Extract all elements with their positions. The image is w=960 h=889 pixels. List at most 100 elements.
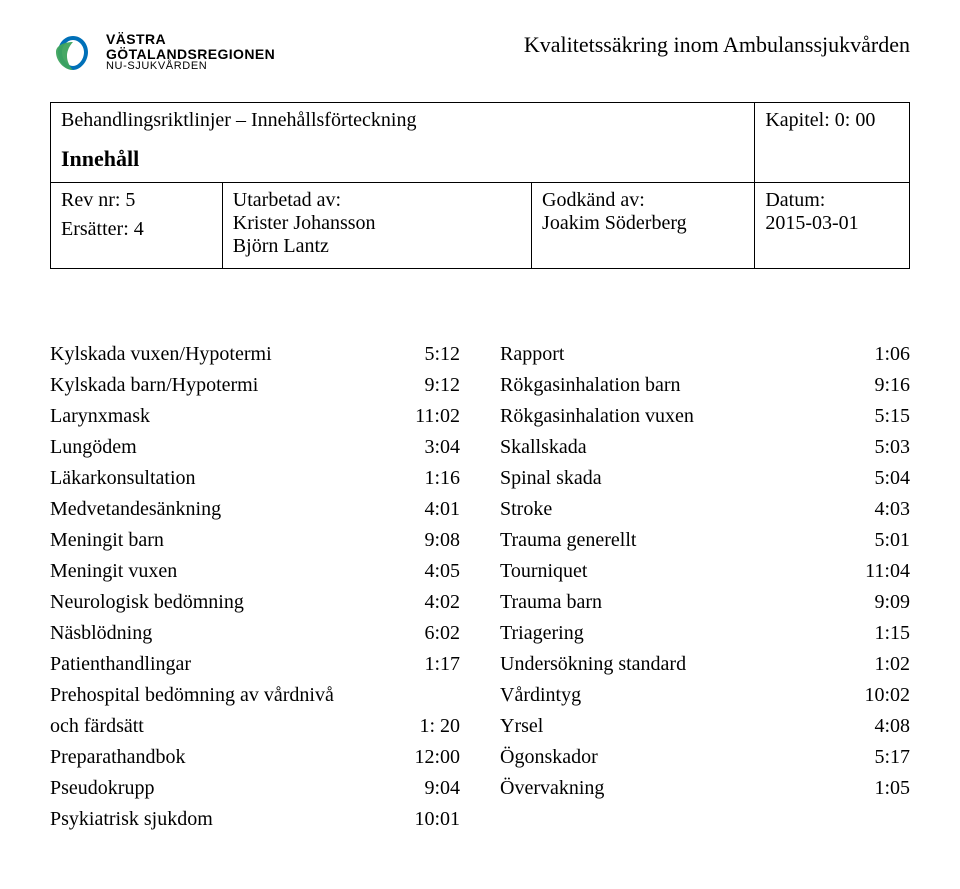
toc-entry-label: Meningit barn <box>50 525 164 556</box>
toc-entry-value: 1:15 <box>874 618 910 649</box>
toc-entry-label: och färdsätt <box>50 711 144 742</box>
toc-entry-value: 10:02 <box>864 680 910 711</box>
header-top: VÄSTRA GÖTALANDSREGIONEN NU-SJUKVÅRDEN K… <box>50 30 910 76</box>
toc-entry-multiline: Prehospital bedömning av vårdnivåoch fär… <box>50 680 460 742</box>
toc-entry-value: 5:12 <box>424 339 460 370</box>
page-title: Kvalitetssäkring inom Ambulanssjukvården <box>524 30 910 58</box>
toc-entry-label: Yrsel <box>500 711 543 742</box>
toc-entry-label: Ögonskador <box>500 742 598 773</box>
toc-entry-label: Skallskada <box>500 432 587 463</box>
date-value: 2015-03-01 <box>765 212 899 235</box>
toc-entry: Neurologisk bedömning 4:02 <box>50 587 460 618</box>
toc-entry-value: 9:16 <box>874 370 910 401</box>
meta-row-1: Behandlingsriktlinjer – Innehållsförteck… <box>51 103 910 183</box>
toc-entry-label: Neurologisk bedömning <box>50 587 244 618</box>
toc-entry: Lungödem3:04 <box>50 432 460 463</box>
toc-entry-label: Medvetandesänkning <box>50 494 221 525</box>
toc-entry-value: 1:17 <box>424 649 460 680</box>
toc-entry-label: Rapport <box>500 339 564 370</box>
toc-entry: Patienthandlingar1:17 <box>50 649 460 680</box>
toc-entry-label: Rökgasinhalation barn <box>500 370 681 401</box>
logo-text-block: VÄSTRA GÖTALANDSREGIONEN NU-SJUKVÅRDEN <box>106 30 275 73</box>
region-logo-icon <box>50 30 96 76</box>
toc-entry-label: Rökgasinhalation vuxen <box>500 401 694 432</box>
toc-entry: Triagering 1:15 <box>500 618 910 649</box>
logo-text-line3: NU-SJUKVÅRDEN <box>106 61 275 73</box>
author-1: Krister Johansson <box>233 212 521 235</box>
toc-entry: Meningit barn 9:08 <box>50 525 460 556</box>
meta-date-cell: Datum: 2015-03-01 <box>755 183 910 269</box>
toc-entry-label: Kylskada vuxen/Hypotermi <box>50 339 272 370</box>
toc-entry-label: Triagering <box>500 618 584 649</box>
meta-title-cell: Behandlingsriktlinjer – Innehållsförteck… <box>51 103 755 183</box>
toc-entry: Trauma generellt5:01 <box>500 525 910 556</box>
toc-entry-value: 4:01 <box>424 494 460 525</box>
toc-entry-label: Kylskada barn/Hypotermi <box>50 370 258 401</box>
toc-entry: Yrsel 4:08 <box>500 711 910 742</box>
toc-entry-label: Näsblödning <box>50 618 152 649</box>
chapter-label: Kapitel: 0: 00 <box>765 109 875 131</box>
logo-text-line1: VÄSTRA <box>106 32 275 47</box>
toc-entry-label: Övervakning <box>500 773 604 804</box>
toc-entry: Medvetandesänkning 4:01 <box>50 494 460 525</box>
toc-entry: Övervakning 1:05 <box>500 773 910 804</box>
toc-entry-label: Meningit vuxen <box>50 556 177 587</box>
date-label: Datum: <box>765 189 899 212</box>
toc-entry: Meningit vuxen4:05 <box>50 556 460 587</box>
right-column: Rapport1:06Rökgasinhalation barn9:16Rökg… <box>500 339 910 835</box>
toc-entry: Rökgasinhalation barn 9:16 <box>500 370 910 401</box>
replaces-label: Ersätter: 4 <box>61 218 212 241</box>
meta-table: Behandlingsriktlinjer – Innehållsförteck… <box>50 102 910 269</box>
toc-entry-value: 4:08 <box>874 711 910 742</box>
toc-entry-label: Trauma barn <box>500 587 602 618</box>
page-root: VÄSTRA GÖTALANDSREGIONEN NU-SJUKVÅRDEN K… <box>0 0 960 875</box>
toc-entry: Vårdintyg 10:02 <box>500 680 910 711</box>
toc-entry-value: 4:02 <box>424 587 460 618</box>
toc-entry-value: 5:15 <box>874 401 910 432</box>
toc-entry-label: Vårdintyg <box>500 680 581 711</box>
toc-entry: Rapport 1:06 <box>500 339 910 370</box>
toc-entry: Rökgasinhalation vuxen 5:15 <box>500 401 910 432</box>
toc-entry-value: 3:04 <box>424 432 460 463</box>
logo-block: VÄSTRA GÖTALANDSREGIONEN NU-SJUKVÅRDEN <box>50 30 275 76</box>
meta-row-2: Rev nr: 5 Ersätter: 4 Utarbetad av: Kris… <box>51 183 910 269</box>
toc-entry-value: 9:08 <box>424 525 460 556</box>
content-columns: Kylskada vuxen/Hypotermi 5:12 Kylskada bar… <box>50 339 910 835</box>
toc-entry-label: Pseudokrupp <box>50 773 154 804</box>
toc-entry-label: Tourniquet <box>500 556 587 587</box>
meta-chapter-cell: Kapitel: 0: 00 <box>755 103 910 183</box>
toc-entry-value: 1:06 <box>874 339 910 370</box>
toc-entry: Skallskada 5:03 <box>500 432 910 463</box>
toc-entry: Trauma barn9:09 <box>500 587 910 618</box>
toc-entry-value: 9:04 <box>424 773 460 804</box>
toc-entry: Tourniquet 11:04 <box>500 556 910 587</box>
toc-entry-label: Undersökning standard <box>500 649 686 680</box>
toc-entry-label: Stroke <box>500 494 552 525</box>
toc-entry-secondline: och färdsätt1: 20 <box>50 711 460 742</box>
toc-entry-value: 5:17 <box>874 742 910 773</box>
toc-entry: Pseudokrupp 9:04 <box>50 773 460 804</box>
toc-entry: Psykiatrisk sjukdom10:01 <box>50 804 460 835</box>
toc-entry-value: 5:03 <box>874 432 910 463</box>
toc-entry-value: 6:02 <box>424 618 460 649</box>
rev-label: Rev nr: 5 <box>61 189 212 212</box>
meta-title-line1: Behandlingsriktlinjer – Innehållsförteck… <box>61 109 744 132</box>
toc-entry-label: Larynxmask <box>50 401 150 432</box>
toc-entry-value: 1:05 <box>874 773 910 804</box>
toc-entry-value: 1:02 <box>874 649 910 680</box>
spacer <box>61 132 744 146</box>
toc-entry-label: Spinal skada <box>500 463 602 494</box>
toc-entry: Näsblödning 6:02 <box>50 618 460 649</box>
toc-entry: Kylskada vuxen/Hypotermi 5:12 <box>50 339 460 370</box>
left-column: Kylskada vuxen/Hypotermi 5:12 Kylskada bar… <box>50 339 460 835</box>
toc-entry-value: 12:00 <box>414 742 460 773</box>
toc-entry-value: 1:16 <box>424 463 460 494</box>
meta-rev-cell: Rev nr: 5 Ersätter: 4 <box>51 183 223 269</box>
toc-entry-label: Trauma generellt <box>500 525 636 556</box>
toc-entry: Larynxmask11:02 <box>50 401 460 432</box>
toc-entry: Stroke4:03 <box>500 494 910 525</box>
toc-entry-value: 11:04 <box>865 556 910 587</box>
meta-title-line2: Innehåll <box>61 146 744 172</box>
approver: Joakim Söderberg <box>542 212 744 235</box>
authored-label: Utarbetad av: <box>233 189 521 212</box>
